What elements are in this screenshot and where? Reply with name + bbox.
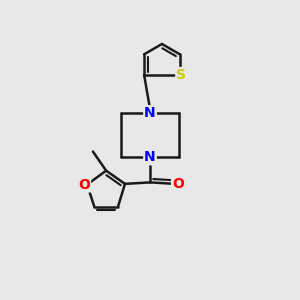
Text: N: N xyxy=(144,150,156,164)
Text: N: N xyxy=(144,106,156,120)
Text: O: O xyxy=(172,177,184,191)
Text: S: S xyxy=(176,68,186,82)
Text: O: O xyxy=(78,178,90,191)
